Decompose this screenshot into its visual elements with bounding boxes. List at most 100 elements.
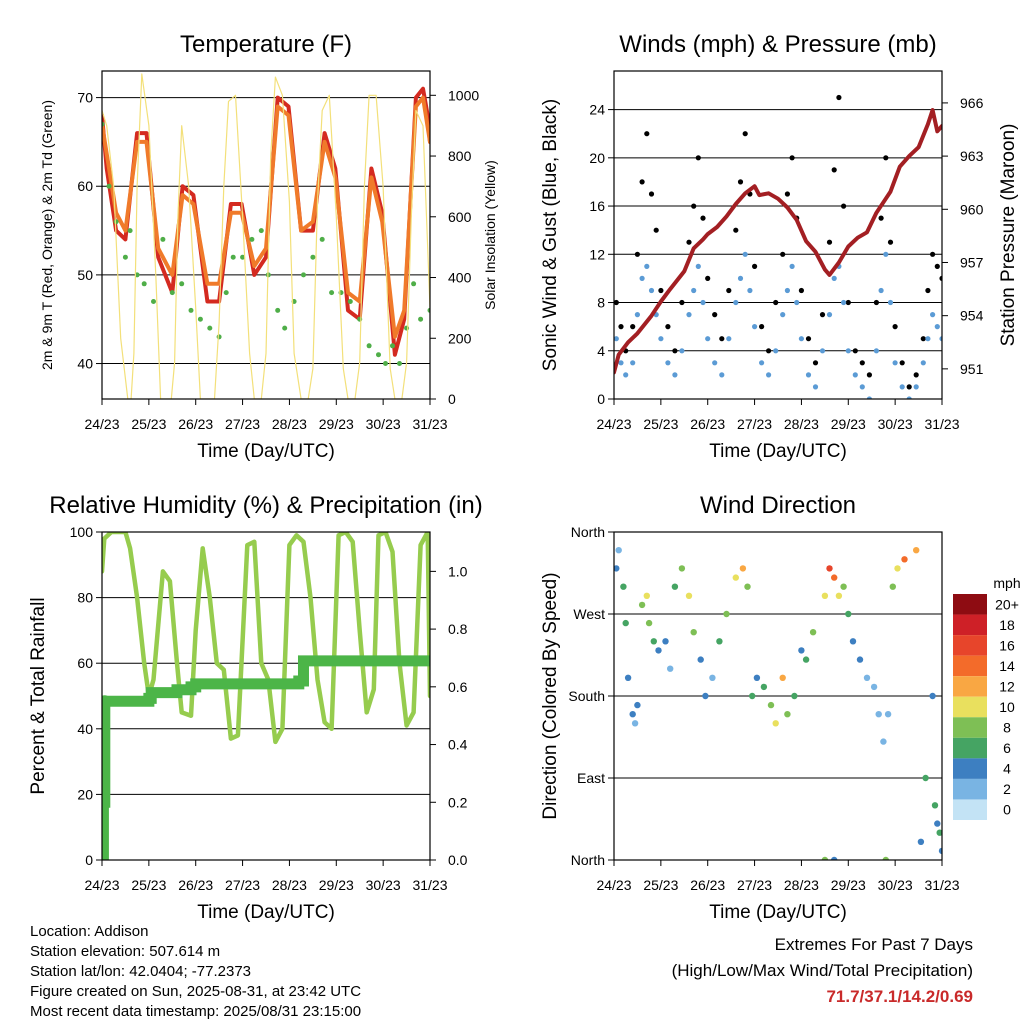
x-tick-label: 28/23 <box>784 416 819 432</box>
series-point-gust <box>913 372 919 378</box>
series-point-gust <box>737 179 744 185</box>
direction-point <box>856 656 864 663</box>
series-line-rh <box>102 532 430 745</box>
series-point-gust <box>939 275 942 281</box>
chart-title: Temperature (F) <box>180 31 352 58</box>
series-line-pressure <box>614 108 942 375</box>
series-point-wind <box>930 312 936 318</box>
series-point-wind <box>658 336 664 342</box>
direction-point <box>831 574 838 581</box>
extremes-legend: (High/Low/Max Wind/Total Precipitation) <box>671 961 973 980</box>
series-point-wind <box>826 312 833 318</box>
x-tick-label: 24/23 <box>84 877 119 893</box>
direction-point <box>784 711 791 718</box>
direction-point <box>870 683 878 691</box>
colorbar-label: 2 <box>1003 781 1011 797</box>
series-point-td2m <box>418 316 424 322</box>
series-point-td2m <box>366 343 372 349</box>
series-point-gust <box>639 179 645 185</box>
direction-point <box>772 720 779 727</box>
series-point-wind <box>887 299 894 306</box>
direction-point <box>821 856 829 860</box>
y-tick-label: 40 <box>77 721 93 737</box>
direction-point <box>671 583 679 590</box>
y2-tick-label: 600 <box>448 209 472 225</box>
y-tick-label: 8 <box>597 295 605 311</box>
series-point-wind <box>691 287 697 294</box>
x-tick-label: 31/23 <box>412 416 447 432</box>
series-point-gust <box>812 360 819 366</box>
series-point-td2m <box>411 281 417 287</box>
chart-title: Winds (mph) & Pressure (mb) <box>619 31 936 58</box>
y-tick-label: North <box>571 524 605 540</box>
station-latlon: Station lat/lon: 42.0404; -77.2373 <box>30 963 252 980</box>
direction-point <box>629 711 636 718</box>
series-point-td2m <box>397 361 402 366</box>
series-point-td2m <box>230 254 236 260</box>
series-point-gust <box>766 348 772 354</box>
series-point-gust <box>920 336 926 342</box>
direction-point <box>798 647 805 654</box>
series-point-gust <box>887 239 894 245</box>
series-point-td2m <box>427 307 430 313</box>
series-point-wind <box>852 372 858 378</box>
direction-point <box>634 701 641 709</box>
x-tick-label: 25/23 <box>643 416 678 432</box>
x-tick-label: 24/23 <box>84 416 119 432</box>
series-point-wind <box>789 263 795 269</box>
direction-point <box>615 547 622 554</box>
series-point-gust <box>695 155 701 161</box>
series-point-td2m <box>197 316 203 322</box>
y2-tick-label: 0.4 <box>448 737 468 753</box>
series-point-td2m <box>282 325 288 331</box>
direction-point <box>723 610 730 618</box>
colorbar-swatch <box>953 696 987 718</box>
direction-point <box>779 674 786 681</box>
direction-point <box>753 674 761 681</box>
direction-point <box>791 692 798 700</box>
series-point-wind <box>866 396 872 399</box>
series-point-wind <box>831 275 837 281</box>
axes-frame <box>613 531 943 861</box>
direction-point <box>732 574 739 581</box>
y2-axis-label: Station Pressure (Maroon) <box>998 124 1019 347</box>
series-point-wind <box>737 275 744 281</box>
series-point-gust <box>836 94 842 101</box>
y2-tick-label: 0.2 <box>448 794 468 810</box>
x-axis-label: Time (Day/UTC) <box>197 902 335 923</box>
series-point-td2m <box>223 290 229 296</box>
series-point-td2m <box>216 334 222 340</box>
x-tick-label: 31/23 <box>924 416 959 432</box>
y-tick-label: West <box>573 606 605 622</box>
series-point-wind <box>665 360 671 366</box>
series-point-wind <box>878 287 884 294</box>
series-point-wind <box>892 360 898 366</box>
direction-point <box>760 683 768 691</box>
x-tick-label: 28/23 <box>272 416 307 432</box>
direction-point <box>849 638 857 645</box>
direction-point <box>709 674 716 681</box>
series-point-td2m <box>310 254 316 260</box>
direction-point <box>821 592 829 599</box>
colorbar-swatch <box>953 614 987 636</box>
direction-point <box>702 692 709 700</box>
chart-title: Relative Humidity (%) & Precipitation (i… <box>49 492 482 519</box>
precip-point <box>102 695 111 708</box>
series-point-td2m <box>160 236 166 242</box>
direction-point <box>922 774 929 782</box>
series-point-wind <box>913 384 919 390</box>
series-point-td2m <box>258 228 264 234</box>
direction-point <box>934 820 941 827</box>
y-tick-label: East <box>577 770 605 786</box>
winds-pressure-panel: Winds (mph) & Pressure (mb) 0 4 8 12 16 20 24 95… <box>540 31 1019 462</box>
series-point-gust <box>691 203 697 209</box>
series-point-wind <box>672 372 678 378</box>
y-axis-label: Percent & Total Rainfall <box>28 597 49 794</box>
direction-point <box>749 692 756 700</box>
series-point-td2m <box>102 121 105 127</box>
x-tick-label: 29/23 <box>831 416 866 432</box>
series-point-gust <box>934 263 940 269</box>
direction-point <box>917 838 925 845</box>
y2-tick-label: 800 <box>448 148 472 164</box>
colorbar-label: 6 <box>1003 740 1011 756</box>
